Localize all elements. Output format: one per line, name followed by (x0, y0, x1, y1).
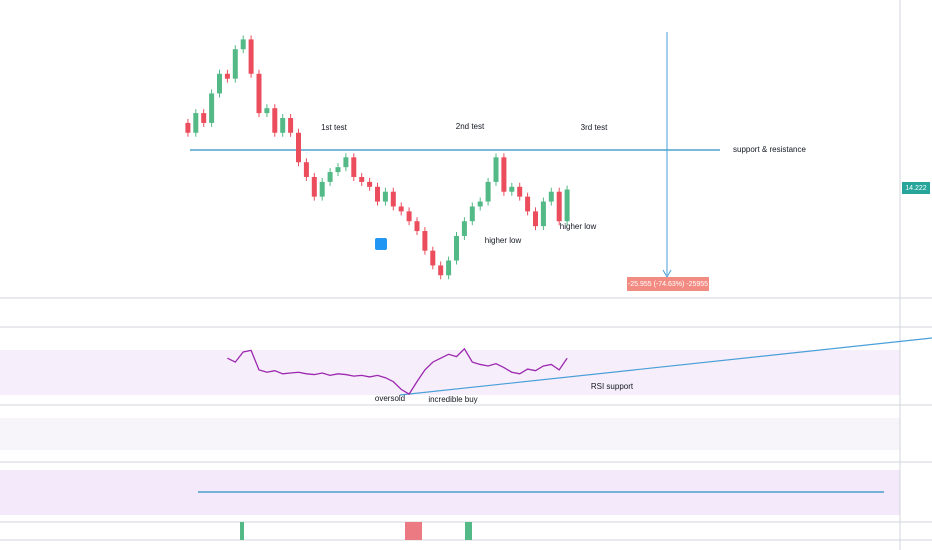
candle (359, 176, 365, 182)
candle (382, 191, 388, 202)
annotation: 1st test (321, 123, 348, 132)
annotation: incredible buy (428, 395, 477, 404)
candle (240, 39, 246, 50)
signal-bar (240, 522, 244, 540)
candle (375, 186, 380, 202)
candle (232, 49, 238, 79)
candle (343, 157, 349, 168)
price-label-box (902, 182, 930, 194)
candle (533, 211, 538, 227)
rsi-line (227, 347, 568, 395)
candle (248, 39, 254, 74)
candle (564, 189, 570, 222)
candle (501, 157, 507, 192)
annotation: support & resistance (733, 145, 806, 154)
measure-label-box (627, 277, 709, 291)
candle (280, 118, 286, 133)
candle (525, 196, 531, 212)
measure-label: -25.955 (-74.63%) -25955 (628, 281, 708, 288)
candle (209, 93, 215, 123)
annotation: oversold (375, 394, 405, 403)
candle (430, 250, 436, 266)
candle (438, 265, 444, 276)
annotation: RSI support (591, 382, 634, 391)
candle (540, 201, 546, 227)
candle (390, 191, 396, 207)
candle (303, 162, 309, 177)
candle (311, 176, 317, 197)
candle (193, 113, 199, 133)
annotation: higher low (560, 222, 597, 231)
candle (517, 186, 523, 197)
rsi-support-line (399, 337, 932, 396)
candle (351, 157, 357, 177)
candle (296, 132, 301, 163)
signal-bar (465, 522, 472, 540)
candle (556, 191, 562, 222)
signal-bar (405, 522, 422, 540)
candle (264, 108, 270, 114)
rsi-band (0, 350, 900, 395)
candle (454, 235, 459, 261)
candle (335, 167, 341, 173)
candle (469, 206, 475, 222)
candle (288, 118, 294, 133)
candle (272, 108, 278, 133)
buy-badge (375, 238, 387, 250)
candle (446, 260, 452, 276)
annotation: 2nd test (456, 122, 485, 131)
candle (461, 221, 467, 236)
candle (485, 181, 491, 202)
candle (548, 191, 554, 202)
candle (493, 157, 499, 182)
annotation: 3rd test (581, 123, 608, 132)
candle (422, 231, 428, 251)
price-label: 14.222 (905, 185, 927, 192)
annotation: higher low (485, 236, 522, 245)
candle (509, 186, 515, 192)
candle (477, 201, 483, 207)
candle (256, 73, 262, 114)
candle (406, 211, 412, 222)
candle (201, 113, 207, 123)
candle (217, 73, 222, 94)
candle (185, 122, 191, 133)
stoch-band (0, 418, 900, 450)
candle (224, 73, 230, 79)
candle (319, 181, 325, 197)
candle (327, 172, 333, 182)
candle (398, 206, 404, 212)
candle (414, 221, 420, 232)
candle (367, 181, 373, 187)
